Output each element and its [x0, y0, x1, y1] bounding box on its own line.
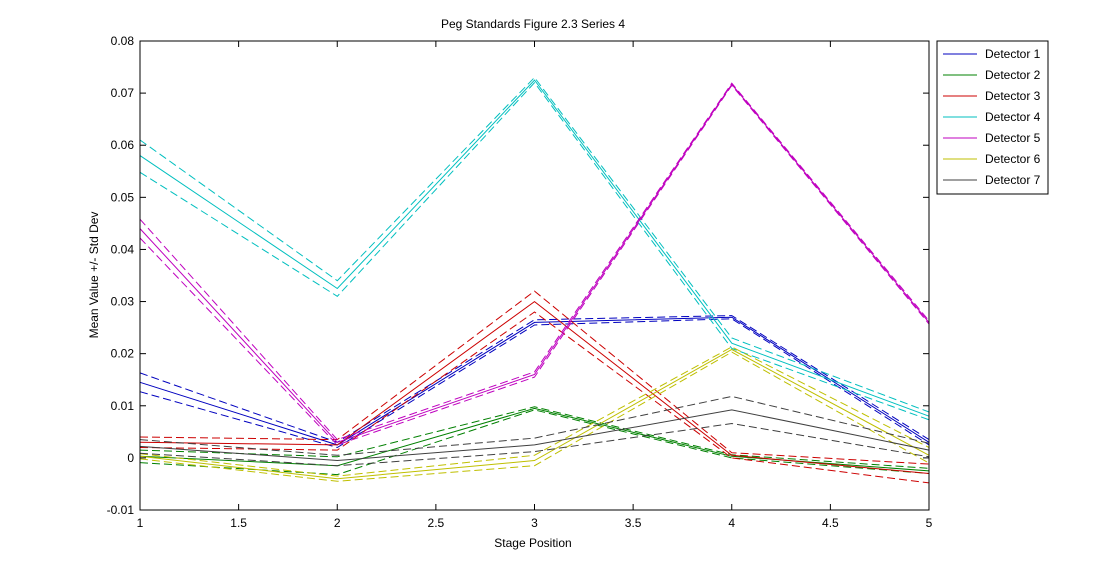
x-axis-title: Stage Position	[494, 536, 571, 550]
legend-label: Detector 5	[985, 131, 1041, 145]
detector-1-mean-line	[139, 316, 930, 446]
y-tick-label: 0.08	[111, 34, 135, 48]
legend-label: Detector 2	[985, 68, 1041, 82]
detector-7-lower-line	[139, 422, 930, 467]
series-detector-2	[139, 406, 930, 476]
series-detector-4	[139, 76, 930, 421]
y-tick-label: -0.01	[107, 503, 135, 517]
series-detector-7	[139, 395, 930, 467]
plot-area	[139, 76, 930, 484]
y-tick-label: 0.05	[111, 190, 135, 204]
legend-item: Detector 7	[943, 173, 1041, 187]
detector-6-upper-line	[139, 346, 930, 477]
y-tick-label: 0.07	[111, 86, 135, 100]
chart-title: Peg Standards Figure 2.3 Series 4	[441, 17, 625, 31]
detector-5-lower-line	[139, 84, 930, 446]
series-detector-5	[139, 82, 930, 446]
series-detector-6	[139, 346, 930, 482]
x-tick-label: 2.5	[428, 516, 445, 530]
legend-item: Detector 5	[943, 131, 1041, 145]
legend-item: Detector 3	[943, 89, 1041, 103]
detector-4-lower-line	[139, 81, 930, 421]
legend-label: Detector 4	[985, 110, 1041, 124]
detector-2-upper-line	[139, 406, 930, 469]
detector-3-upper-line	[139, 290, 930, 465]
detector-6-lower-line	[139, 351, 930, 482]
detector-7-mean-line	[139, 409, 930, 462]
series-detector-1	[139, 315, 930, 449]
legend: Detector 1 Detector 2 Detector 3 Detector 4…	[936, 40, 1049, 195]
x-tick-label: 4.5	[822, 516, 839, 530]
detector-7-upper-line	[139, 395, 930, 456]
legend-item: Detector 6	[943, 152, 1041, 166]
x-tick-label: 4	[728, 516, 735, 530]
x-axis: 1 1.5 2 2.5 3 3.5 4 4.5 5	[137, 41, 933, 530]
legend-label: Detector 3	[985, 89, 1041, 103]
legend-label: Detector 1	[985, 47, 1041, 61]
y-tick-label: 0.04	[111, 242, 135, 256]
detector-1-lower-line	[139, 318, 930, 449]
x-tick-label: 2	[334, 516, 341, 530]
x-tick-label: 3.5	[625, 516, 642, 530]
detector-4-mean-line	[139, 79, 930, 417]
y-axis-title: Mean Value +/- Std Dev	[87, 212, 101, 339]
detector-2-lower-line	[139, 409, 930, 476]
axes-box	[139, 40, 930, 511]
series-detector-3	[139, 290, 930, 484]
x-tick-label: 1.5	[230, 516, 247, 530]
x-tick-label: 1	[137, 516, 144, 530]
detector-2-mean-line	[139, 407, 930, 472]
y-tick-label: 0.03	[111, 295, 135, 309]
detector-1-upper-line	[139, 315, 930, 443]
detector-3-mean-line	[139, 300, 930, 474]
detector-5-mean-line	[139, 83, 930, 443]
y-tick-label: 0.02	[111, 347, 135, 361]
x-tick-label: 5	[926, 516, 933, 530]
legend-item: Detector 2	[943, 68, 1041, 82]
legend-item: Detector 4	[943, 110, 1041, 124]
legend-label: Detector 6	[985, 152, 1041, 166]
y-tick-label: 0	[127, 451, 134, 465]
detector-4-upper-line	[139, 76, 930, 413]
y-tick-label: 0.01	[111, 399, 135, 413]
y-axis: -0.01 0 0.01 0.02 0.03 0.04 0.05 0.06 0.07 0.08	[107, 34, 929, 517]
legend-item: Detector 1	[943, 47, 1041, 61]
detector-3-lower-line	[139, 311, 930, 484]
legend-label: Detector 7	[985, 173, 1041, 187]
x-tick-label: 3	[531, 516, 538, 530]
detector-5-upper-line	[139, 82, 930, 441]
y-tick-label: 0.06	[111, 138, 135, 152]
detector-6-mean-line	[139, 348, 930, 480]
